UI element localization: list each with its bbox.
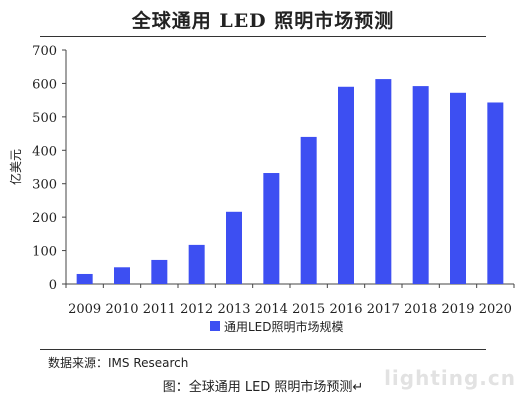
bar xyxy=(263,173,280,284)
bar xyxy=(338,86,354,285)
y-tick-labels: 0 100 200 300 400 500 600 700 xyxy=(32,44,57,293)
x-tick-label: 2016 xyxy=(329,302,362,317)
y-tick-label: 600 xyxy=(32,77,57,92)
watermark: lighting.cn xyxy=(384,366,516,390)
bar xyxy=(450,92,466,284)
data-source: 数据来源：IMS Research xyxy=(48,356,189,370)
bar xyxy=(76,273,93,284)
y-tick-label: 100 xyxy=(32,245,57,260)
x-tick-label: 2015 xyxy=(292,302,325,317)
x-tick-label: 2020 xyxy=(479,302,512,317)
bars xyxy=(76,79,504,285)
bottom-rule xyxy=(40,349,486,350)
y-tick-label: 400 xyxy=(32,144,57,159)
x-tick-label: 2017 xyxy=(367,302,400,317)
chart-title: 全球通用 LED 照明市场预测 xyxy=(131,10,395,32)
axes xyxy=(62,49,515,288)
bar xyxy=(226,211,242,284)
y-tick-label: 300 xyxy=(32,178,57,193)
bar xyxy=(300,136,317,284)
y-tick-label: 700 xyxy=(32,44,57,59)
x-tick-label: 2014 xyxy=(255,302,288,317)
x-tick-label: 2013 xyxy=(217,302,250,317)
y-tick-label: 500 xyxy=(32,111,57,126)
legend: 通用LED照明市场规模 xyxy=(210,319,344,334)
x-tick-label: 2012 xyxy=(180,302,213,317)
x-tick-label: 2011 xyxy=(143,302,176,317)
x-tick-label: 2018 xyxy=(404,302,437,317)
y-tick-label: 200 xyxy=(32,211,57,226)
top-rule xyxy=(40,36,486,37)
legend-swatch xyxy=(210,321,220,331)
y-axis-label: 亿美元 xyxy=(8,149,23,185)
y-tick-label: 0 xyxy=(49,278,57,293)
bar xyxy=(412,86,429,284)
bar xyxy=(375,79,392,284)
bar xyxy=(114,267,130,284)
figure-caption: 图：全球通用 LED 照明市场预测↵ xyxy=(162,380,364,395)
x-tick-label: 2019 xyxy=(441,302,474,317)
x-tick-labels: 2009 2010 2011 2012 2013 2014 2015 2016 2017 2018… xyxy=(68,302,512,317)
x-tick-label: 2009 xyxy=(68,302,101,317)
bar xyxy=(188,244,205,284)
x-tick-label: 2010 xyxy=(105,302,138,317)
bar xyxy=(487,102,504,285)
bar xyxy=(151,259,168,284)
legend-label: 通用LED照明市场规模 xyxy=(224,319,344,334)
